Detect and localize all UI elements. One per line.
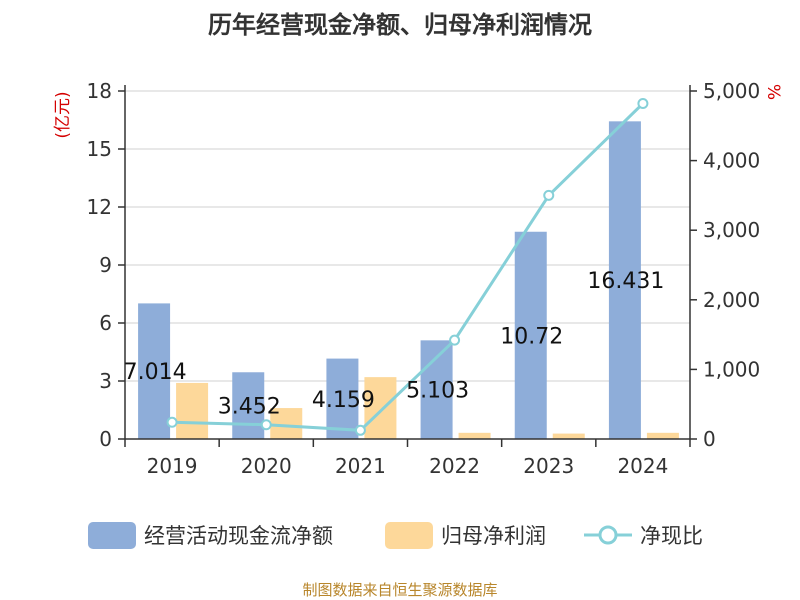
x-tick-label: 2022	[429, 454, 480, 478]
x-tick-label: 2021	[335, 454, 386, 478]
bar-cash-flow	[514, 231, 547, 439]
legend-label-cash-flow: 经营活动现金流净额	[144, 524, 333, 548]
data-label-cash-flow: 3.452	[218, 395, 281, 420]
data-label-cash-flow: 5.103	[406, 379, 469, 404]
legend-swatch-cash-flow	[88, 522, 136, 549]
right-tick-label: 0	[703, 427, 716, 451]
left-tick-label: 0	[99, 427, 112, 451]
left-tick-label: 18	[87, 79, 112, 103]
grid	[125, 90, 690, 382]
data-label-cash-flow: 10.72	[500, 324, 563, 349]
bar-cash-flow	[326, 358, 359, 439]
bar-net-profit	[552, 433, 585, 439]
bar-cash-flow	[138, 303, 171, 439]
legend-label-net-profit: 归母净利润	[441, 524, 546, 548]
x-tick-label: 2023	[523, 454, 574, 478]
left-tick-label: 3	[99, 369, 112, 393]
bar-net-profit	[458, 432, 491, 439]
bar-net-profit	[270, 408, 303, 439]
legend-label-ratio: 净现比	[640, 524, 703, 548]
ratio-point	[543, 189, 555, 201]
data-label-cash-flow: 4.159	[312, 388, 375, 413]
ratio-point	[354, 424, 366, 436]
bar-cash-flow	[608, 121, 641, 440]
ratio-polyline	[172, 102, 644, 432]
left-tick-label: 12	[87, 195, 112, 219]
axes: 0 3 6 9 12 15 18 0 1,000 2,000 3,000 4,000 5,000 2019…	[87, 79, 761, 478]
bar-net-profit	[176, 382, 209, 439]
ratio-point	[637, 98, 649, 110]
ratio-point	[260, 419, 272, 431]
right-tick-label: 1,000	[703, 357, 760, 381]
x-tick-label: 2019	[147, 454, 198, 478]
ratio-line	[166, 98, 649, 436]
source-note: 制图数据来自恒生聚源数据库	[302, 581, 497, 599]
right-tick-label: 3,000	[703, 218, 760, 242]
right-tick-label: 2,000	[703, 288, 760, 312]
right-tick-label: 5,000	[703, 79, 760, 103]
chart-title: 历年经营现金净额、归母净利润情况	[208, 11, 592, 39]
legend-swatch-net-profit	[385, 522, 433, 549]
left-tick-label: 15	[87, 137, 112, 161]
x-tick-label: 2024	[617, 454, 668, 478]
data-label-cash-flow: 16.431	[587, 269, 664, 294]
legend: 经营活动现金流净额 归母净利润 净现比	[88, 522, 703, 549]
ratio-point	[449, 334, 461, 346]
right-axis-unit: %	[763, 84, 783, 100]
data-labels: 7.014 3.452 4.159 5.103 10.72 16.431	[124, 269, 665, 419]
bar-net-profit	[364, 377, 397, 439]
data-label-cash-flow: 7.014	[124, 360, 187, 385]
ratio-point	[166, 416, 178, 428]
bars	[138, 121, 679, 440]
x-tick-label: 2020	[241, 454, 292, 478]
left-axis-unit: (亿元)	[53, 91, 73, 138]
legend-marker-ratio	[598, 525, 618, 545]
left-tick-label: 9	[99, 253, 112, 277]
right-tick-label: 4,000	[703, 149, 760, 173]
bar-cash-flow	[232, 372, 265, 439]
bar-net-profit	[646, 432, 679, 439]
left-tick-label: 6	[99, 311, 112, 335]
